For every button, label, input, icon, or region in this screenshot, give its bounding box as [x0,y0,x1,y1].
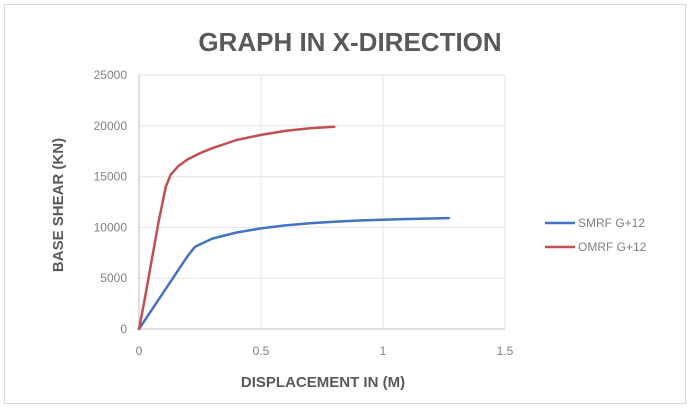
x-tick-label: 1 [380,344,387,358]
chart-svg: GRAPH IN X-DIRECTION 0 5000 10000 15000 2000… [50,27,647,391]
series-line-1 [137,216,451,331]
legend: SMRF G+12 OMRF G+12 [545,216,647,254]
x-tick-labels: 0 0.5 1 1.5 [136,344,514,358]
y-axis-title: BASE SHEAR (KN) [50,138,67,272]
y-tick-labels: 0 5000 10000 15000 20000 25000 [94,68,128,336]
chart-title: GRAPH IN X-DIRECTION [198,27,501,57]
axes [138,75,505,330]
y-tick-label: 10000 [94,220,128,234]
y-tick-label: 20000 [94,119,128,133]
grid-lines [139,74,506,329]
x-tick-label: 0 [136,344,143,358]
series-line-2 [137,125,336,331]
x-tick-label: 1.5 [497,344,514,358]
x-axis-title: DISPLACEMENT IN (M) [241,374,405,391]
y-tick-label: 5000 [100,271,127,285]
legend-label-2: OMRF G+12 [578,240,647,254]
x-tick-label: 0.5 [253,344,270,358]
series-lines [137,125,451,331]
legend-label-1: SMRF G+12 [578,216,645,230]
chart-frame: GRAPH IN X-DIRECTION 0 5000 10000 15000 2000… [4,4,686,404]
y-tick-label: 15000 [94,170,128,184]
y-tick-label: 0 [120,322,127,336]
y-tick-label: 25000 [94,68,128,82]
